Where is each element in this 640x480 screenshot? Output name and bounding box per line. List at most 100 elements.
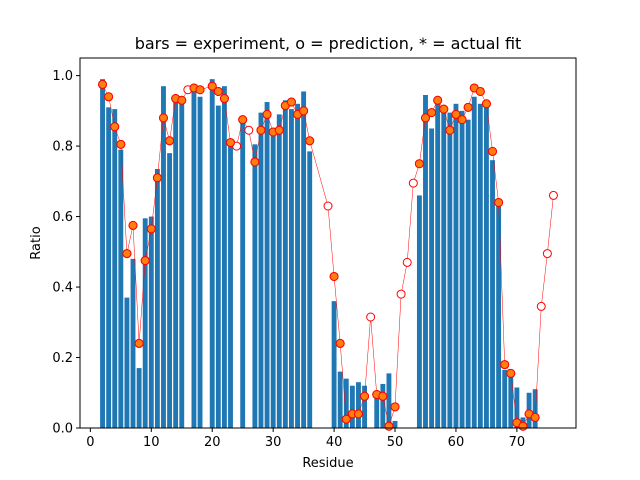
y-tick-label: 0.4 <box>52 281 73 296</box>
fit-point-31 <box>274 125 284 135</box>
fit-point-29 <box>262 109 272 119</box>
bar-residue-23 <box>228 139 233 429</box>
bar-residue-40 <box>331 301 337 428</box>
fit-point-54 <box>414 159 424 169</box>
fit-point-23 <box>226 138 236 148</box>
bar-residue-47 <box>374 396 380 428</box>
x-tick-label: 60 <box>448 435 465 450</box>
prediction-point-52 <box>402 257 412 267</box>
bar-residue-29 <box>264 102 270 429</box>
x-tick-label: 70 <box>509 435 526 450</box>
bar-residue-25 <box>240 117 246 429</box>
bar-residue-32 <box>282 100 288 429</box>
bar-residue-62 <box>465 119 471 429</box>
bar-residue-59 <box>447 112 453 428</box>
bar-residue-9 <box>142 218 148 428</box>
fit-point-3 <box>104 92 114 102</box>
bar-residue-45 <box>362 385 367 428</box>
bar-residue-34 <box>295 103 300 429</box>
fit-point-58 <box>439 104 449 114</box>
bar-residue-3 <box>106 107 112 428</box>
bar-residue-6 <box>124 297 130 428</box>
fit-point-6 <box>122 249 132 259</box>
bar-residue-50 <box>392 420 398 428</box>
bar-residue-17 <box>191 86 197 428</box>
fit-point-12 <box>158 113 168 123</box>
bar-residue-35 <box>301 91 307 428</box>
bar-residue-43 <box>349 385 355 428</box>
fit-point-25 <box>238 115 248 125</box>
x-tick-label: 30 <box>265 435 282 450</box>
prediction-point-53 <box>408 178 418 188</box>
bar-residue-56 <box>429 128 435 428</box>
fit-point-20 <box>207 81 217 91</box>
bar-residue-48 <box>380 383 386 428</box>
fit-markers-layer <box>98 79 540 431</box>
fit-point-33 <box>286 97 296 107</box>
fit-point-4 <box>110 122 120 132</box>
bar-residue-64 <box>477 103 483 429</box>
bar-residue-28 <box>258 112 264 428</box>
fit-point-28 <box>256 125 266 135</box>
fit-point-65 <box>481 99 491 109</box>
bar-residue-55 <box>423 95 428 428</box>
fit-point-13 <box>165 136 175 146</box>
plot-area-background <box>80 58 576 428</box>
y-tick-label: 0.0 <box>52 422 73 437</box>
fit-point-59 <box>445 125 455 135</box>
x-tick-label: 40 <box>326 435 343 450</box>
prediction-point-51 <box>396 289 406 299</box>
bar-residue-12 <box>161 86 166 428</box>
x-tick-label: 10 <box>143 435 160 450</box>
plot-frame <box>79 57 577 429</box>
prediction-point-75 <box>542 249 552 259</box>
prediction-point-39 <box>323 201 333 211</box>
bar-residue-69 <box>508 371 514 428</box>
bar-residue-44 <box>356 382 361 428</box>
fit-point-41 <box>335 338 345 348</box>
fit-point-42 <box>341 414 351 424</box>
prediction-point-46 <box>366 312 376 322</box>
fit-point-5 <box>116 139 126 149</box>
x-axis-label: Residue <box>302 456 353 471</box>
fit-point-21 <box>213 86 223 96</box>
fit-point-35 <box>299 106 309 116</box>
bar-residue-61 <box>459 110 465 428</box>
bar-residue-10 <box>148 216 154 428</box>
fit-point-7 <box>128 220 138 230</box>
bar-residue-60 <box>453 103 459 429</box>
fit-point-55 <box>420 113 430 123</box>
fit-point-50 <box>390 402 400 412</box>
fit-point-48 <box>378 391 388 401</box>
bar-residue-4 <box>112 109 118 428</box>
fit-point-8 <box>134 338 144 348</box>
fit-point-56 <box>427 108 437 118</box>
fit-point-61 <box>457 115 467 125</box>
fit-point-2 <box>98 79 108 89</box>
fit-point-73 <box>530 412 540 422</box>
bar-residue-27 <box>252 144 258 429</box>
bar-residue-20 <box>209 79 215 429</box>
bar-residue-30 <box>270 133 276 428</box>
bar-residue-18 <box>197 96 203 428</box>
bar-residue-49 <box>386 373 392 428</box>
y-tick-label: 1.0 <box>52 69 73 84</box>
bar-residue-57 <box>435 98 441 429</box>
bar-residue-65 <box>483 102 489 429</box>
bar-residue-73 <box>532 389 538 428</box>
bar-residue-67 <box>496 204 502 428</box>
prediction-point-76 <box>548 190 558 200</box>
fit-point-71 <box>518 421 528 431</box>
fit-point-44 <box>353 409 363 419</box>
y-axis-ticks: 0.0 0.2 0.4 0.6 0.8 1.0 <box>52 69 80 437</box>
fit-point-10 <box>146 224 156 234</box>
fit-point-69 <box>506 368 516 378</box>
fit-point-40 <box>329 271 339 281</box>
fit-point-66 <box>488 146 498 156</box>
fit-point-18 <box>195 85 205 95</box>
fit-point-36 <box>305 136 315 146</box>
bar-residue-5 <box>118 149 124 428</box>
bar-residue-7 <box>130 258 136 428</box>
bar-residue-15 <box>179 96 185 428</box>
fit-point-64 <box>475 86 485 96</box>
